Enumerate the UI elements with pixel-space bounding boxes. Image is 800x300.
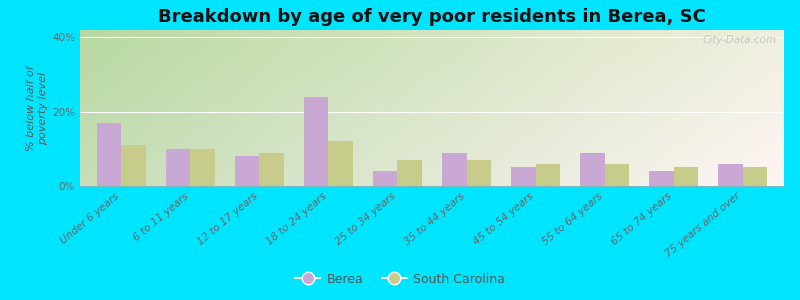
Bar [650, 171, 674, 186]
Title: Breakdown by age of very poor residents in Berea, SC: Breakdown by age of very poor residents … [158, 8, 706, 26]
Text: City-Data.com: City-Data.com [703, 35, 777, 45]
Bar [718, 164, 742, 186]
Legend: Berea, South Carolina: Berea, South Carolina [290, 268, 510, 291]
Bar [511, 167, 535, 186]
Bar [190, 149, 214, 186]
Bar [259, 153, 284, 186]
Bar [235, 156, 259, 186]
Bar [329, 141, 353, 186]
Bar [535, 164, 560, 186]
Bar [605, 164, 629, 186]
Bar [374, 171, 398, 186]
Bar [166, 149, 190, 186]
Bar [122, 145, 146, 186]
Bar [466, 160, 490, 186]
Bar [742, 167, 766, 186]
Bar [398, 160, 422, 186]
Bar [442, 153, 466, 186]
Bar [674, 167, 698, 186]
Bar [98, 123, 122, 186]
Bar [580, 153, 605, 186]
Bar [304, 97, 329, 186]
Y-axis label: % below half of
poverty level: % below half of poverty level [26, 65, 48, 151]
